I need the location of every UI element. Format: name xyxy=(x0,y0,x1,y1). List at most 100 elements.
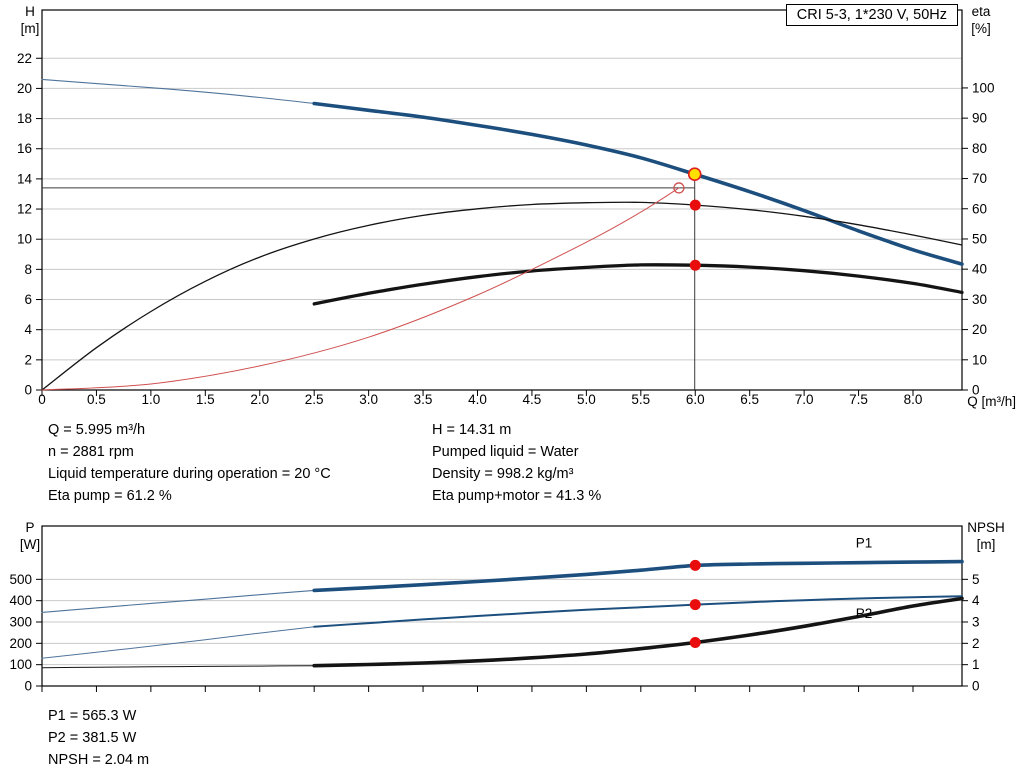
left-axis-title: H xyxy=(25,4,35,19)
x-axis-tick-label: 7.0 xyxy=(795,392,814,407)
power-npsh-chart: 0 100 200 300 400 500 0 1 2 3 4 5 P1 P2 P [W] NPSH [m] xyxy=(9,520,1005,694)
p2-point xyxy=(689,599,701,611)
info-line-density: Density = 998.2 kg/m³ xyxy=(432,466,574,482)
npsh-point xyxy=(689,636,701,648)
right-axis-title: NPSH xyxy=(967,520,1005,535)
right-axis-tick-label: 2 xyxy=(972,636,980,651)
p1-extension-curve xyxy=(41,589,315,613)
left-axis-tick-label: 400 xyxy=(9,593,32,608)
qh-eta-chart: 0 2 4 6 8 10 12 14 16 18 20 22 0 10 20 30 40 50 60 70 80 90 10… xyxy=(17,4,1016,409)
left-axis-tick-label: 6 xyxy=(24,292,32,307)
left-axis-tick-label: 2 xyxy=(24,352,32,367)
x-axis-tick-label: 3.0 xyxy=(359,392,378,407)
eta-pump-point xyxy=(689,199,701,211)
info-line-eta-pump-motor: Eta pump+motor = 41.3 % xyxy=(432,488,602,504)
left-axis-tick-label: 500 xyxy=(9,572,32,587)
right-axis-unit: [%] xyxy=(971,21,991,36)
right-axis-tick-label: 1 xyxy=(972,657,980,672)
left-axis-tick-label: 10 xyxy=(17,232,32,247)
x-axis-tick-label: 5.0 xyxy=(577,392,596,407)
left-axis-tick-label: 8 xyxy=(24,262,32,277)
right-axis-unit: [m] xyxy=(977,537,996,552)
system-curve-curve xyxy=(41,187,680,391)
left-axis-tick-label: 0 xyxy=(24,679,32,694)
x-axis-tick-label: 6.5 xyxy=(740,392,759,407)
operating-data-right: H = 14.31 m Pumped liquid = Water Densit… xyxy=(432,419,601,507)
left-axis-tick-label: 4 xyxy=(24,322,32,337)
right-axis-tick-label: 50 xyxy=(972,231,987,246)
info-line-p2: P2 = 381.5 W xyxy=(48,730,137,746)
left-axis-tick-label: 0 xyxy=(24,383,32,398)
x-axis-tick-label: 2.0 xyxy=(250,392,269,407)
right-axis-tick-label: 80 xyxy=(972,141,987,156)
left-axis-unit: [m] xyxy=(21,21,40,36)
info-line-pumped-liquid: Pumped liquid = Water xyxy=(432,444,579,460)
p1-point xyxy=(689,559,701,571)
x-axis-tick-label: 3.5 xyxy=(414,392,433,407)
right-axis-tick-label: 10 xyxy=(972,352,987,367)
head-curve xyxy=(312,101,964,266)
left-axis-tick-label: 14 xyxy=(17,171,33,186)
x-axis-title: Q [m³/h] xyxy=(967,394,1016,409)
x-axis-tick-label: 1.0 xyxy=(141,392,160,407)
x-axis-tick-label: 4.0 xyxy=(468,392,487,407)
right-axis-tick-label: 100 xyxy=(972,80,995,95)
x-axis-tick-label: 8.0 xyxy=(904,392,923,407)
pump-title-box: CRI 5-3, 1*230 V, 50Hz xyxy=(785,4,958,26)
right-axis-tick-label: 20 xyxy=(972,322,987,337)
right-axis-title: eta xyxy=(972,4,991,19)
p1-curve xyxy=(312,559,964,593)
left-axis-title: P xyxy=(25,520,34,535)
info-line-p1: P1 = 565.3 W xyxy=(48,708,137,724)
left-axis-tick-label: 22 xyxy=(17,51,32,66)
head-extension-curve xyxy=(41,78,315,105)
eta-pump-motor-curve xyxy=(312,263,964,306)
right-axis-tick-label: 40 xyxy=(972,262,987,277)
left-axis-tick-label: 100 xyxy=(9,657,32,672)
power-data: P1 = 565.3 W P2 = 381.5 W NPSH = 2.04 m xyxy=(48,705,149,771)
p2-extension-curve xyxy=(41,626,315,659)
actual-duty-point[interactable] xyxy=(687,167,702,182)
x-axis-tick-label: 0 xyxy=(38,392,46,407)
left-axis-tick-label: 12 xyxy=(17,202,32,217)
info-line-npsh: NPSH = 2.04 m xyxy=(48,752,150,768)
x-axis-tick-label: 5.5 xyxy=(631,392,650,407)
x-axis-tick-label: 1.5 xyxy=(196,392,215,407)
left-axis-tick-label: 200 xyxy=(9,636,32,651)
operating-data-left: Q = 5.995 m³/h n = 2881 rpm Liquid tempe… xyxy=(48,419,331,507)
x-axis-tick-label: 6.0 xyxy=(686,392,705,407)
left-axis-tick-label: 20 xyxy=(17,81,32,96)
right-axis-tick-label: 60 xyxy=(972,201,987,216)
right-axis-tick-label: 0 xyxy=(972,679,980,694)
plot-frame xyxy=(41,525,963,687)
left-axis-tick-label: 16 xyxy=(17,141,32,156)
info-line-liquid-temp: Liquid temperature during operation = 20… xyxy=(48,466,331,482)
left-axis-tick-label: 18 xyxy=(17,111,32,126)
x-axis-tick-label: 4.5 xyxy=(523,392,542,407)
left-axis-tick-label: 300 xyxy=(9,615,32,630)
right-axis-tick-label: 4 xyxy=(972,593,980,608)
right-axis-tick-label: 70 xyxy=(972,171,987,186)
info-line-eta-pump: Eta pump = 61.2 % xyxy=(48,488,172,504)
series-label-p1: P1 xyxy=(856,535,873,550)
plot-frame xyxy=(41,9,963,391)
npsh-curve xyxy=(312,596,964,668)
right-axis-tick-label: 30 xyxy=(972,292,987,307)
info-line-h: H = 14.31 m xyxy=(432,422,512,438)
eta-pump-motor-point xyxy=(689,259,701,271)
right-axis-tick-label: 90 xyxy=(972,111,987,126)
p2-curve xyxy=(313,595,963,628)
eta-pump-curve xyxy=(41,201,963,391)
info-line-q: Q = 5.995 m³/h xyxy=(48,422,146,438)
info-line-n: n = 2881 rpm xyxy=(48,444,134,460)
x-axis-tick-label: 2.5 xyxy=(305,392,324,407)
left-axis-unit: [W] xyxy=(20,537,40,552)
right-axis-tick-label: 5 xyxy=(972,572,980,587)
requested-duty-point xyxy=(673,182,685,194)
series-label-p2: P2 xyxy=(856,606,873,621)
right-axis-tick-label: 0 xyxy=(972,383,980,398)
x-axis-tick-label: 7.5 xyxy=(849,392,868,407)
x-axis-tick-label: 0.5 xyxy=(87,392,106,407)
npsh-extension-curve xyxy=(41,665,315,669)
